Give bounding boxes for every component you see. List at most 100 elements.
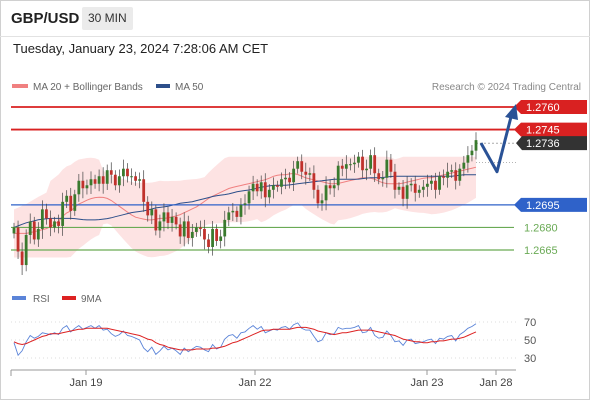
candle-body xyxy=(113,174,117,186)
candle-body xyxy=(462,162,466,169)
forecast-arrow-head xyxy=(505,104,518,120)
candle-body xyxy=(146,201,150,216)
candle-body xyxy=(344,164,348,169)
candle-body xyxy=(401,186,405,199)
candle-body xyxy=(425,183,429,187)
candle-body xyxy=(446,171,450,178)
candle-body xyxy=(409,183,413,186)
x-tick-label: Jan 23 xyxy=(410,377,443,389)
candle-body xyxy=(134,176,137,181)
source-credit: Research © 2024 Trading Central xyxy=(432,82,581,93)
candle-body xyxy=(117,176,121,186)
rsi-ma-line xyxy=(13,326,477,351)
candle-body xyxy=(405,185,409,199)
rsi-tick-70: 70 xyxy=(524,317,536,329)
candle-body xyxy=(267,189,271,198)
timestamp: Tuesday, January 23, 2024 7:28:06 AM CET xyxy=(13,41,269,56)
candle-body xyxy=(138,179,142,181)
candle-body xyxy=(251,183,255,192)
timeframe-badge[interactable]: 30 MIN xyxy=(82,7,133,30)
candle-body xyxy=(93,179,97,184)
candle-body xyxy=(186,221,190,238)
candle-body xyxy=(328,185,332,189)
ma50-legend-label: MA 50 xyxy=(175,82,204,93)
candle-body xyxy=(170,216,174,223)
candle-body xyxy=(296,161,300,169)
candle-body xyxy=(280,179,283,187)
level-label-1.2665: 1.2665 xyxy=(524,245,558,257)
candle-body xyxy=(150,209,154,216)
candle-body xyxy=(16,227,20,252)
candle-body xyxy=(259,182,263,192)
candle-body xyxy=(61,201,65,226)
candle-body xyxy=(308,173,312,175)
candle-body xyxy=(373,155,377,174)
candle-body xyxy=(227,212,231,220)
candle-body xyxy=(470,150,474,156)
candle-body xyxy=(365,168,368,171)
candle-body xyxy=(40,209,44,229)
candle-body xyxy=(324,185,328,201)
candle-body xyxy=(434,180,437,190)
candle-body xyxy=(247,191,251,204)
candle-body xyxy=(130,176,133,178)
candle-body xyxy=(57,221,60,226)
ma50-line xyxy=(13,174,476,228)
candle-body xyxy=(89,179,93,186)
candle-body xyxy=(284,177,287,180)
rsi-legend-label: RSI xyxy=(33,294,50,305)
candle-body xyxy=(73,194,77,211)
ma50-legend-swatch xyxy=(156,84,170,88)
candle-body xyxy=(53,221,56,228)
symbol-title: GBP/USD xyxy=(11,10,80,27)
candle-body xyxy=(49,218,52,228)
candle-body xyxy=(393,171,397,190)
candle-body xyxy=(97,176,101,184)
candle-body xyxy=(454,170,458,181)
candle-body xyxy=(385,159,389,178)
rsi-legend-swatch xyxy=(12,296,26,300)
candle-body xyxy=(430,180,433,184)
candle-body xyxy=(154,209,158,231)
candle-body xyxy=(12,227,16,234)
candle-body xyxy=(348,164,352,166)
rsi-ma-legend-swatch xyxy=(62,296,76,300)
rsi-tick-50: 50 xyxy=(524,335,536,347)
candle-body xyxy=(142,179,146,202)
candle-body xyxy=(122,168,125,177)
candle-body xyxy=(438,176,441,190)
candle-body xyxy=(69,195,73,211)
candle-body xyxy=(162,212,166,222)
rsi-tick-30: 30 xyxy=(524,353,536,365)
candle-body xyxy=(231,210,235,213)
candle-body xyxy=(397,186,401,190)
candle-body xyxy=(300,161,304,172)
candle-body xyxy=(199,227,202,229)
ma20-legend-swatch xyxy=(12,84,28,88)
candle-body xyxy=(81,180,85,189)
candle-body xyxy=(243,203,247,205)
candle-body xyxy=(174,216,178,225)
candle-body xyxy=(45,209,48,219)
level-tag-1.2695 xyxy=(514,197,587,212)
candle-body xyxy=(336,165,340,186)
x-tick-label: Jan 19 xyxy=(69,377,102,389)
candle-body xyxy=(194,227,198,232)
level-label-1.2680: 1.2680 xyxy=(524,222,558,234)
candle-body xyxy=(126,168,129,177)
candle-body xyxy=(166,212,170,223)
candle-body xyxy=(215,228,219,241)
candle-body xyxy=(340,165,344,169)
candle-body xyxy=(288,177,291,183)
candle-body xyxy=(332,185,336,189)
candle-body xyxy=(442,176,445,178)
candle-body xyxy=(417,189,421,193)
candle-body xyxy=(235,210,239,217)
candle-body xyxy=(105,170,109,184)
candle-body xyxy=(458,168,462,181)
last-price-tag xyxy=(516,136,587,151)
level-tag-1.2760 xyxy=(514,100,587,114)
candle-body xyxy=(207,239,210,247)
candle-body xyxy=(158,221,162,231)
